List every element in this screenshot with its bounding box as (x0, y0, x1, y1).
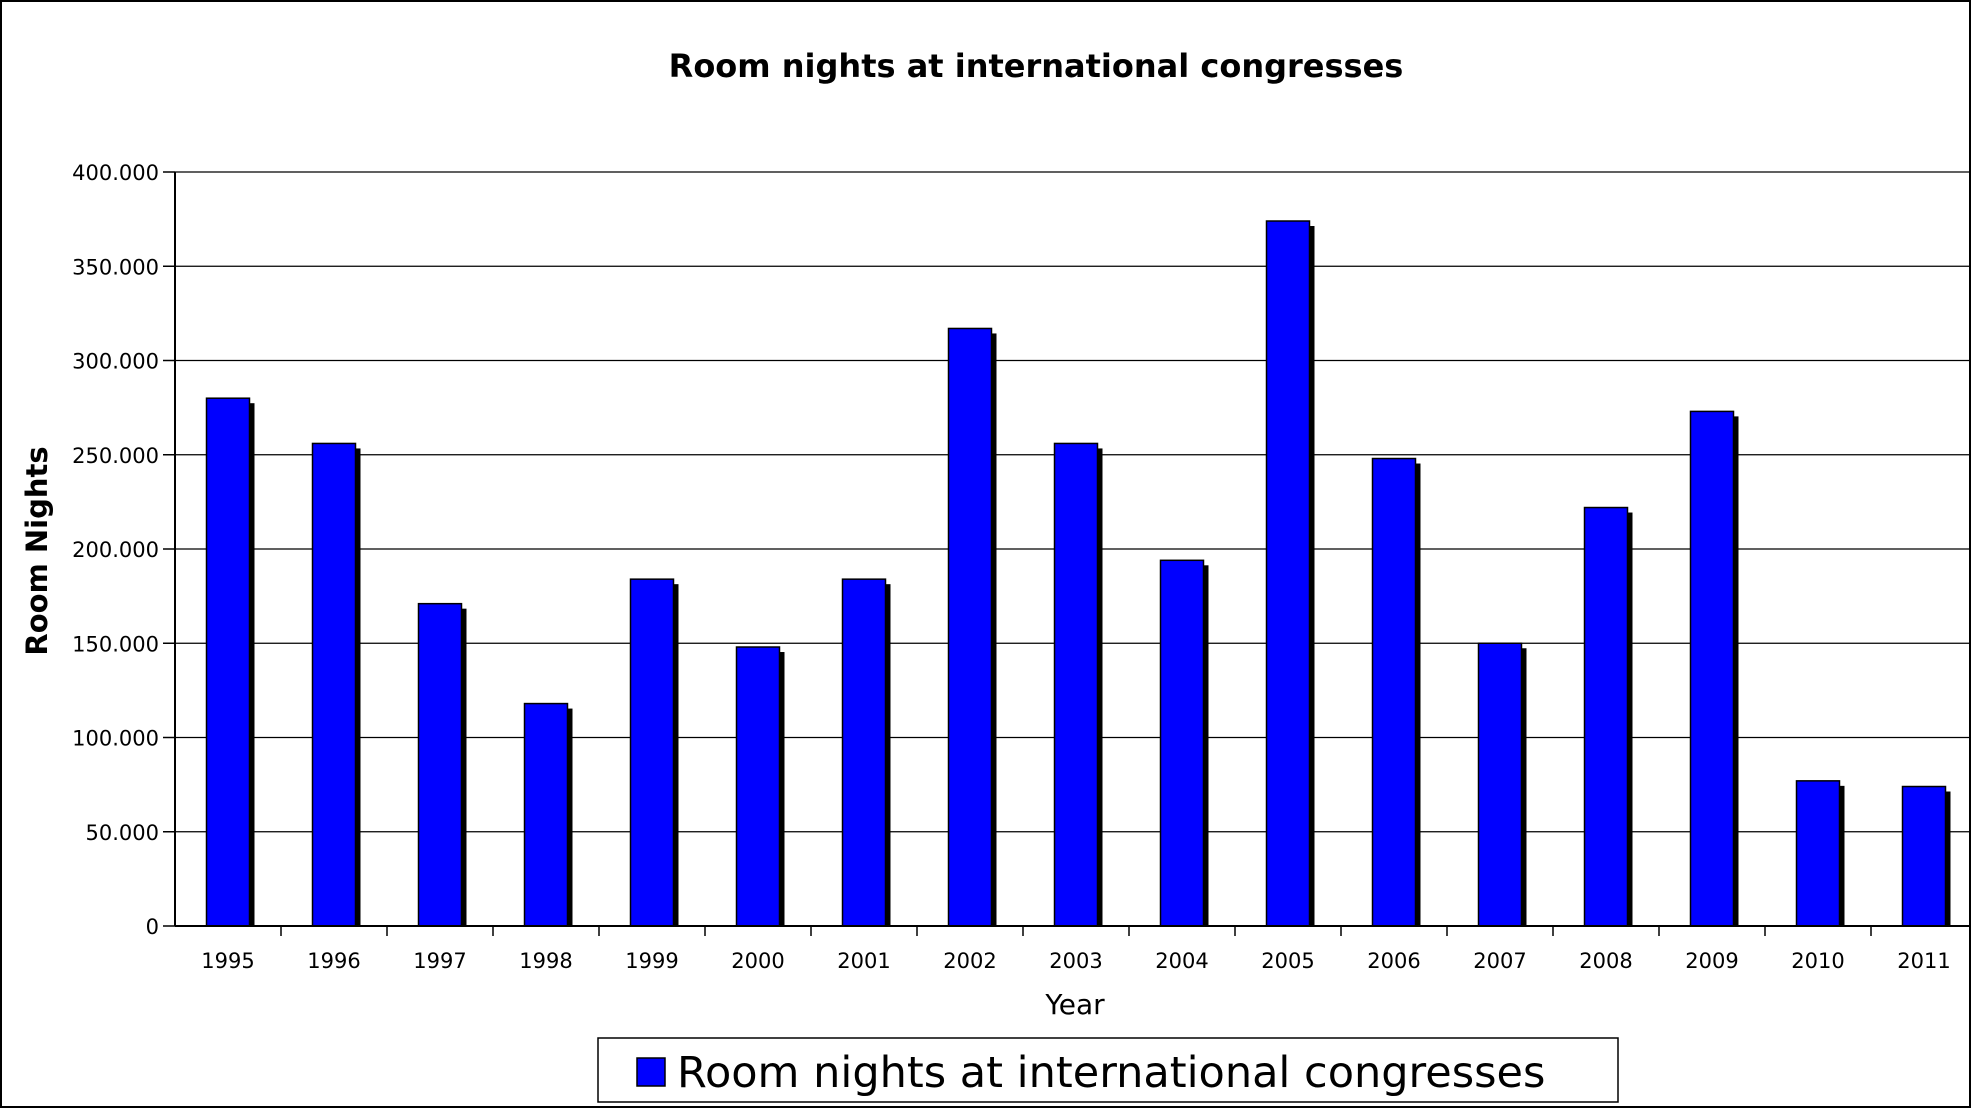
x-tick-label: 2002 (943, 949, 996, 973)
y-axis-ticks: 0 50.000 100.000 150.000 200.000 250.000 300.0… (72, 161, 175, 939)
chart-title: Room nights at international congresses (669, 47, 1404, 85)
x-tick-label: 2010 (1791, 949, 1844, 973)
x-tick-label: 2009 (1685, 949, 1738, 973)
legend-label: Room nights at international congresses (677, 1048, 1545, 1098)
legend-swatch (636, 1057, 666, 1087)
bar (947, 327, 993, 927)
x-tick-label: 2005 (1261, 949, 1314, 973)
bar (1053, 442, 1099, 927)
bar (417, 602, 463, 927)
y-tick-label: 200.000 (72, 538, 159, 562)
bar (1265, 220, 1311, 927)
x-tick-label: 2003 (1049, 949, 1102, 973)
y-tick-label: 350.000 (72, 255, 159, 279)
y-tick-label: 300.000 (72, 350, 159, 374)
bar (1583, 506, 1629, 927)
legend: Room nights at international congresses (597, 1037, 1619, 1103)
bar (311, 442, 357, 927)
x-tick-label: 2001 (837, 949, 890, 973)
x-tick-label: 1995 (201, 949, 254, 973)
bar (1901, 785, 1947, 927)
x-tick-label: 2006 (1367, 949, 1420, 973)
bar (1689, 410, 1735, 927)
bar (1159, 559, 1205, 927)
bar (1795, 780, 1841, 927)
x-tick-label: 2000 (731, 949, 784, 973)
x-tick-label: 1999 (625, 949, 678, 973)
y-tick-label: 0 (146, 915, 159, 939)
y-axis-title: Room Nights (20, 446, 54, 655)
bar (629, 578, 675, 927)
bar (1477, 642, 1523, 927)
x-tick-label: 2008 (1579, 949, 1632, 973)
y-tick-label: 400.000 (72, 161, 159, 185)
bars (205, 220, 1951, 927)
bar (841, 578, 887, 927)
x-tick-label: 2011 (1897, 949, 1950, 973)
y-tick-label: 250.000 (72, 444, 159, 468)
x-tick-label: 2004 (1155, 949, 1208, 973)
x-tick-label: 1996 (307, 949, 360, 973)
x-axis-title: Year (1044, 988, 1105, 1021)
x-axis-ticks: 1995 1996 1997 1998 1999 2000 2001 2002 2003 2004… (201, 926, 1951, 973)
legend-box (597, 1037, 1619, 1103)
y-tick-label: 150.000 (72, 632, 159, 656)
bar (1371, 457, 1417, 927)
bar (735, 646, 781, 927)
y-tick-label: 50.000 (86, 821, 159, 845)
bar (523, 702, 569, 927)
bar (205, 397, 251, 927)
y-tick-label: 100.000 (72, 727, 159, 751)
x-tick-label: 2007 (1473, 949, 1526, 973)
x-tick-label: 1998 (519, 949, 572, 973)
x-tick-label: 1997 (413, 949, 466, 973)
